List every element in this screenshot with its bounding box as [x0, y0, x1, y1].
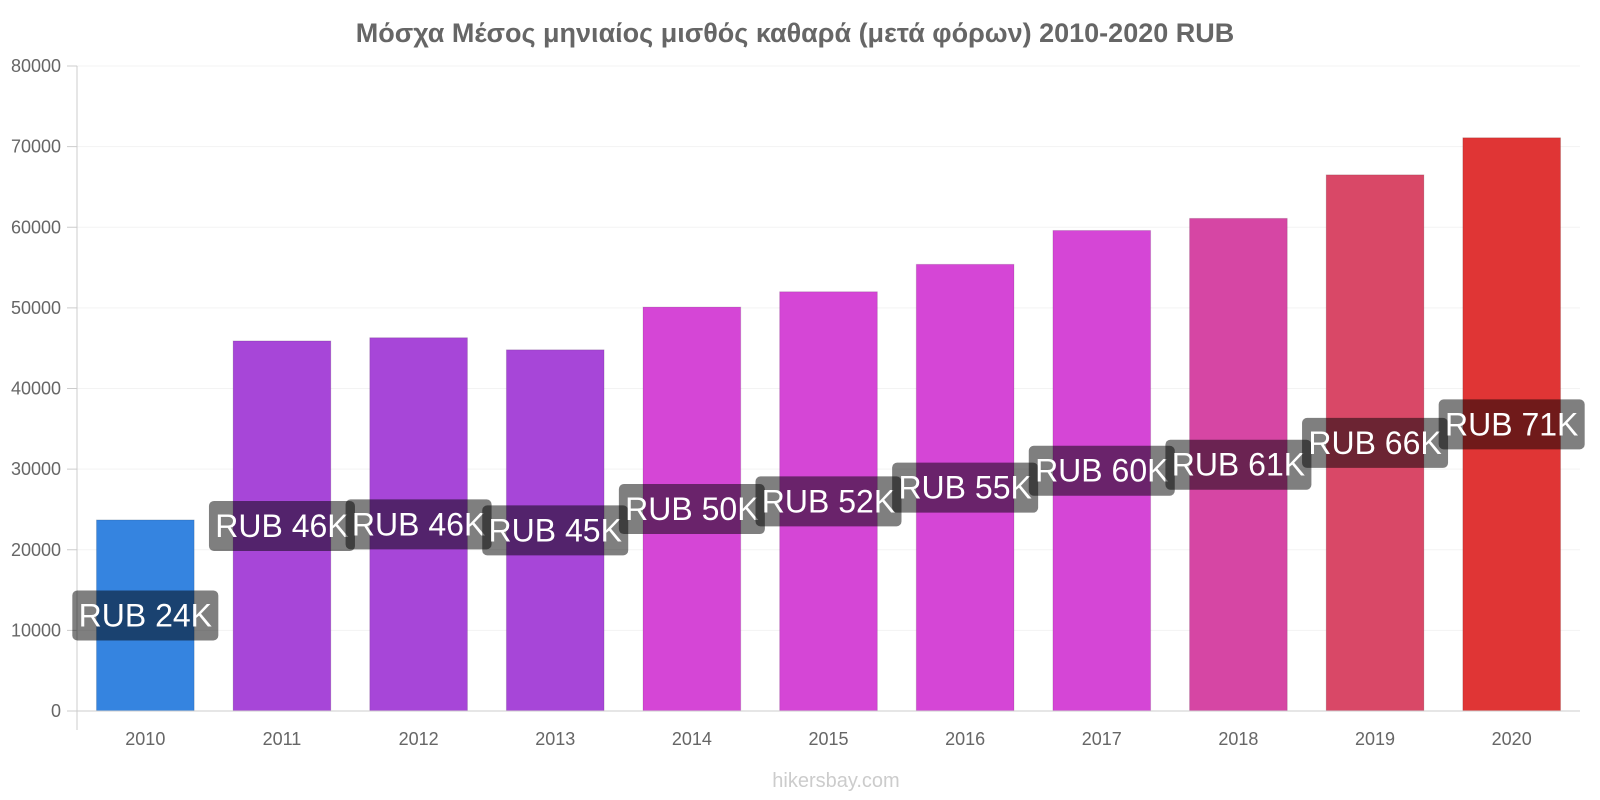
data-label-box — [345, 499, 492, 550]
x-axis-ticks: 2010 2011 2012 2013 2014 2015 2016 2017 2018 2019… — [125, 729, 1531, 749]
data-label-box — [755, 476, 902, 527]
data-label-box — [1165, 439, 1312, 490]
data-label: RUB 66K — [1308, 425, 1441, 461]
y-tick-label: 70000 — [11, 137, 61, 157]
data-label-box — [482, 505, 629, 556]
watermark: hikersbay.com — [772, 770, 899, 792]
x-tick-label: 2016 — [945, 729, 985, 749]
data-label-box — [1302, 417, 1449, 468]
x-tick-label: 2020 — [1492, 729, 1532, 749]
x-tick-label: 2018 — [1218, 729, 1258, 749]
data-label: RUB 46K — [352, 506, 485, 542]
data-label: RUB 71K — [1445, 406, 1578, 442]
y-tick-label: 80000 — [11, 56, 61, 76]
chart-title: Μόσχα Μέσος μηνιαίος μισθός καθαρά (μετά… — [356, 18, 1235, 48]
data-label: RUB 45K — [489, 512, 622, 548]
y-tick-label: 20000 — [11, 540, 61, 560]
data-label: RUB 61K — [1172, 447, 1305, 483]
y-tick-label: 0 — [51, 701, 61, 721]
x-tick-label: 2012 — [399, 729, 439, 749]
data-label: RUB 60K — [1035, 453, 1168, 489]
data-label-box — [1438, 399, 1585, 450]
data-label-box — [618, 484, 765, 535]
y-tick-label: 30000 — [11, 459, 61, 479]
x-tick-label: 2011 — [263, 729, 302, 749]
data-label-box — [1028, 445, 1175, 496]
x-tick-label: 2010 — [125, 729, 165, 749]
data-label: RUB 46K — [215, 508, 348, 544]
data-label: RUB 24K — [79, 597, 212, 633]
y-tick-label: 50000 — [11, 298, 61, 318]
data-label-box — [72, 590, 219, 641]
data-label: RUB 50K — [625, 491, 758, 527]
x-tick-label: 2013 — [535, 729, 575, 749]
y-tick-label: 40000 — [11, 379, 61, 399]
x-tick-label: 2019 — [1355, 729, 1395, 749]
x-tick-label: 2015 — [808, 729, 848, 749]
x-tick-label: 2017 — [1082, 729, 1122, 749]
y-tick-label: 10000 — [11, 620, 61, 640]
data-label: RUB 52K — [762, 483, 895, 519]
x-tick-label: 2014 — [672, 729, 712, 749]
data-label-box — [892, 462, 1039, 513]
y-tick-label: 60000 — [11, 217, 61, 237]
data-label-box — [208, 500, 355, 551]
data-label: RUB 55K — [898, 470, 1031, 506]
y-axis-ticks: 0 10000 20000 30000 40000 50000 60000 70000 8000… — [11, 56, 77, 721]
